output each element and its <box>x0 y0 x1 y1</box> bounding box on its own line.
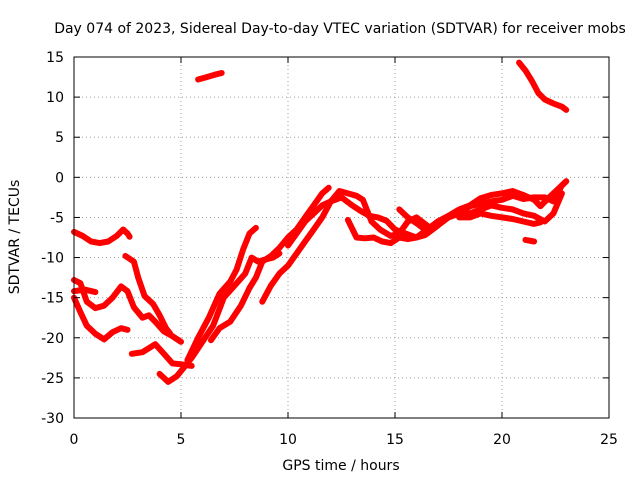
y-tick-label: 15 <box>46 50 64 66</box>
plot-frame <box>73 56 610 419</box>
y-tick-label: -15 <box>41 291 64 307</box>
y-tick-label: -10 <box>41 251 64 267</box>
x-tick-label: 0 <box>70 432 79 448</box>
y-tick-label: 10 <box>46 90 64 106</box>
series-track-f <box>128 341 195 369</box>
y-tick-label: 0 <box>55 170 64 186</box>
series-track-c <box>71 294 131 343</box>
series-track-j <box>259 188 431 305</box>
series-track-e <box>122 253 174 337</box>
y-tick-label: -20 <box>41 331 64 347</box>
series-track-o <box>456 210 544 227</box>
series-track-a <box>71 226 133 247</box>
series-track-r <box>522 236 538 245</box>
y-tick-label: -30 <box>41 411 64 427</box>
y-tick-label: -25 <box>41 371 64 387</box>
y-tick-label: 5 <box>55 130 64 146</box>
x-tick-label: 5 <box>177 432 186 448</box>
series-track-k <box>285 194 441 249</box>
x-tick-label: 25 <box>600 432 618 448</box>
y-axis-label: SDTVAR / TECUs <box>7 180 23 295</box>
x-tick-label: 10 <box>279 432 297 448</box>
series-group <box>71 59 570 385</box>
series-track-i <box>208 184 332 344</box>
series-track-q <box>195 70 225 83</box>
series-track-n <box>424 190 565 237</box>
x-axis-label: GPS time / hours <box>282 458 399 474</box>
x-tick-label: 20 <box>493 432 511 448</box>
series-track-b <box>71 277 184 345</box>
x-tick-label: 15 <box>386 432 404 448</box>
series-track-d <box>71 286 99 296</box>
axis-ticks: 0 5 10 15 20 25 -30 -25 -20 -15 -10 -5 0 5 10 15 <box>41 50 618 448</box>
chart-title: Day 074 of 2023, Sidereal Day-to-day VTE… <box>54 21 626 37</box>
series-track-m <box>396 178 570 235</box>
y-tick-label: -5 <box>50 210 64 226</box>
series-track-p <box>516 59 570 113</box>
series-track-h <box>184 224 259 364</box>
